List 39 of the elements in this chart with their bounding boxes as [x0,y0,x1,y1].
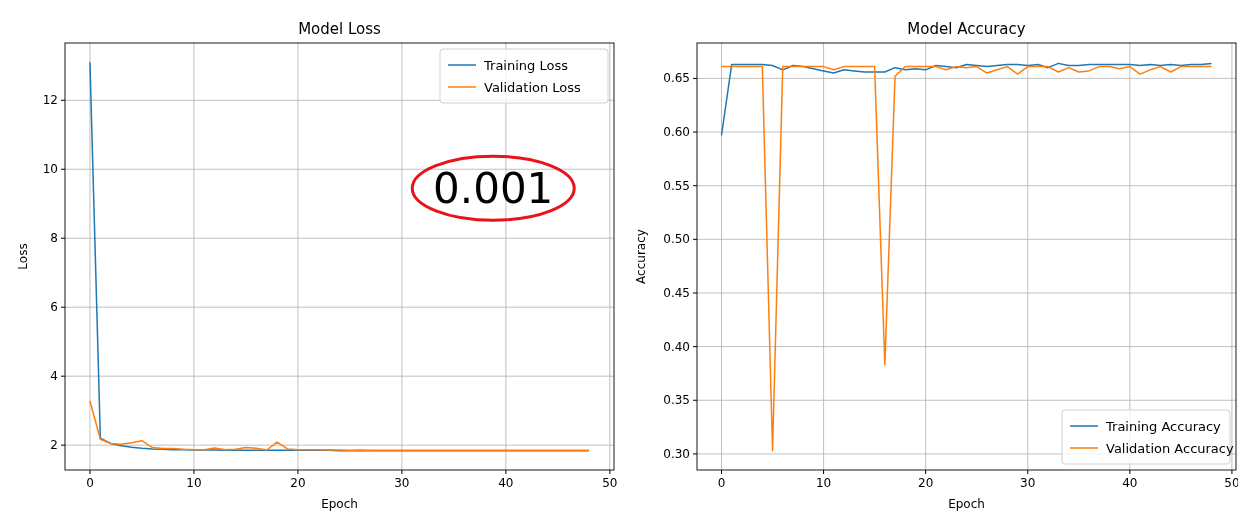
line-series [89,400,590,452]
x-tick-label: 10 [815,476,832,490]
y-tick-label: 10 [42,162,58,177]
line-series [720,62,1213,137]
x-tick-label: 30 [394,476,410,490]
y-tick-label: 0.50 [663,232,690,247]
x-tick-label: 0 [86,476,94,490]
legend-label: Validation Accuracy [1106,441,1234,456]
y-tick-label: 0.45 [663,285,690,300]
chart-title: Model Loss [298,20,382,38]
x-tick-label: 30 [1020,476,1036,490]
annotation: 0.001 [433,164,554,214]
y-tick-label: 0.30 [663,446,690,461]
x-tick-label: 40 [498,476,514,490]
x-tick-label: 50 [602,476,618,490]
y-tick-label: 12 [42,93,58,108]
y-axis-title: Loss [16,243,30,270]
x-axis-title: Epoch [321,497,358,511]
y-tick-label: 8 [50,231,58,246]
x-axis-title: Epoch [948,497,985,511]
chart-title: Model Accuracy [907,20,1026,38]
y-tick-label: 4 [50,369,58,384]
y-tick-label: 0.40 [663,339,690,354]
y-tick-label: 0.55 [663,178,690,193]
y-tick-label: 2 [50,438,58,453]
x-tick-label: 40 [1122,476,1138,490]
x-tick-label: 10 [186,476,202,490]
legend-label: Training Loss [483,58,569,73]
y-tick-label: 0.65 [663,71,690,86]
x-tick-label: 20 [918,476,934,490]
y-axis-title: Accuracy [634,229,648,284]
x-tick-label: 20 [290,476,306,490]
legend-label: Validation Loss [484,80,582,95]
x-tick-label: 0 [717,476,726,490]
x-tick-label: 50 [1224,476,1240,490]
legend-label: Training Accuracy [1105,419,1222,434]
y-tick-label: 0.35 [663,393,690,408]
y-tick-label: 6 [50,300,58,315]
y-tick-label: 0.60 [663,125,690,140]
